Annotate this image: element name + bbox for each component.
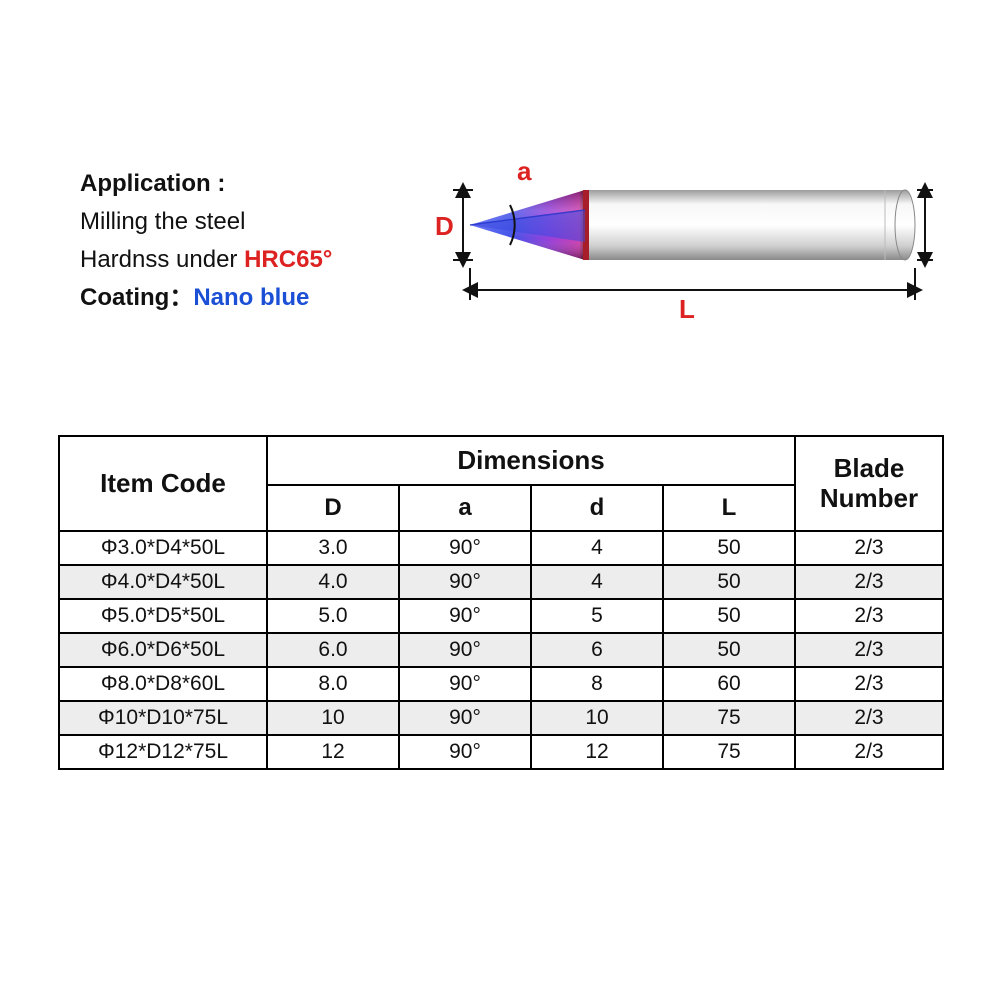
- th-L: L: [663, 485, 795, 531]
- table-row: Φ6.0*D6*50L6.090°6502/3: [59, 633, 943, 667]
- cell-L: 50: [663, 531, 795, 565]
- tool-diagram: D a d L: [415, 150, 935, 340]
- table-row: Φ12*D12*75L1290°12752/3: [59, 735, 943, 769]
- cell-blade: 2/3: [795, 735, 943, 769]
- dim-label-L: L: [679, 294, 695, 324]
- cell-a: 90°: [399, 735, 531, 769]
- cell-D: 10: [267, 701, 399, 735]
- cell-L: 50: [663, 565, 795, 599]
- cell-a: 90°: [399, 667, 531, 701]
- cell-D: 5.0: [267, 599, 399, 633]
- tool-diagram-svg: D a d L: [415, 150, 935, 340]
- cell-blade: 2/3: [795, 667, 943, 701]
- cell-L: 75: [663, 701, 795, 735]
- cell-a: 90°: [399, 633, 531, 667]
- table-row: Φ3.0*D4*50L3.090°4502/3: [59, 531, 943, 565]
- coating-line: Coating：Nano blue: [80, 279, 332, 317]
- cell-d: 8: [531, 667, 663, 701]
- hardness-prefix: Hardnss under: [80, 246, 244, 273]
- cell-L: 50: [663, 633, 795, 667]
- spec-table: Item Code Dimensions Blade Number D a d …: [58, 435, 944, 770]
- cell-D: 12: [267, 735, 399, 769]
- table-row: Φ5.0*D5*50L5.090°5502/3: [59, 599, 943, 633]
- cell-blade: 2/3: [795, 633, 943, 667]
- cell-blade: 2/3: [795, 701, 943, 735]
- cell-a: 90°: [399, 599, 531, 633]
- dim-label-D: D: [435, 211, 454, 241]
- th-item-code: Item Code: [59, 436, 267, 531]
- cell-code: Φ6.0*D6*50L: [59, 633, 267, 667]
- spec-table-body: Φ3.0*D4*50L3.090°4502/3Φ4.0*D4*50L4.090°…: [59, 531, 943, 769]
- cell-blade: 2/3: [795, 599, 943, 633]
- cell-D: 4.0: [267, 565, 399, 599]
- spec-table-head: Item Code Dimensions Blade Number D a d …: [59, 436, 943, 531]
- cell-a: 90°: [399, 701, 531, 735]
- coating-label: Coating：: [80, 284, 193, 311]
- cell-D: 8.0: [267, 667, 399, 701]
- spec-table-wrap: Item Code Dimensions Blade Number D a d …: [58, 435, 942, 770]
- cell-code: Φ12*D12*75L: [59, 735, 267, 769]
- cell-D: 3.0: [267, 531, 399, 565]
- cell-D: 6.0: [267, 633, 399, 667]
- cell-L: 50: [663, 599, 795, 633]
- th-a: a: [399, 485, 531, 531]
- cell-blade: 2/3: [795, 565, 943, 599]
- th-blade: Blade Number: [795, 436, 943, 531]
- cell-code: Φ8.0*D8*60L: [59, 667, 267, 701]
- cell-d: 4: [531, 531, 663, 565]
- table-row: Φ8.0*D8*60L8.090°8602/3: [59, 667, 943, 701]
- th-D: D: [267, 485, 399, 531]
- cell-L: 60: [663, 667, 795, 701]
- application-line-1: Milling the steel: [80, 203, 332, 241]
- cell-a: 90°: [399, 565, 531, 599]
- coating-value: Nano blue: [193, 284, 309, 311]
- cell-code: Φ4.0*D4*50L: [59, 565, 267, 599]
- dim-label-a: a: [517, 156, 532, 186]
- cell-d: 5: [531, 599, 663, 633]
- th-dimensions: Dimensions: [267, 436, 795, 485]
- cell-d: 6: [531, 633, 663, 667]
- cell-code: Φ3.0*D4*50L: [59, 531, 267, 565]
- cell-code: Φ10*D10*75L: [59, 701, 267, 735]
- application-label: Application :: [80, 165, 332, 203]
- cell-L: 75: [663, 735, 795, 769]
- th-d: d: [531, 485, 663, 531]
- cell-blade: 2/3: [795, 531, 943, 565]
- cell-d: 10: [531, 701, 663, 735]
- cell-a: 90°: [399, 531, 531, 565]
- cell-d: 4: [531, 565, 663, 599]
- cell-code: Φ5.0*D5*50L: [59, 599, 267, 633]
- table-row: Φ10*D10*75L1090°10752/3: [59, 701, 943, 735]
- table-row: Φ4.0*D4*50L4.090°4502/3: [59, 565, 943, 599]
- application-info: Application : Milling the steel Hardnss …: [80, 165, 332, 317]
- application-line-2: Hardnss under HRC65°: [80, 241, 332, 279]
- hrc-value: HRC65°: [244, 246, 332, 273]
- cell-d: 12: [531, 735, 663, 769]
